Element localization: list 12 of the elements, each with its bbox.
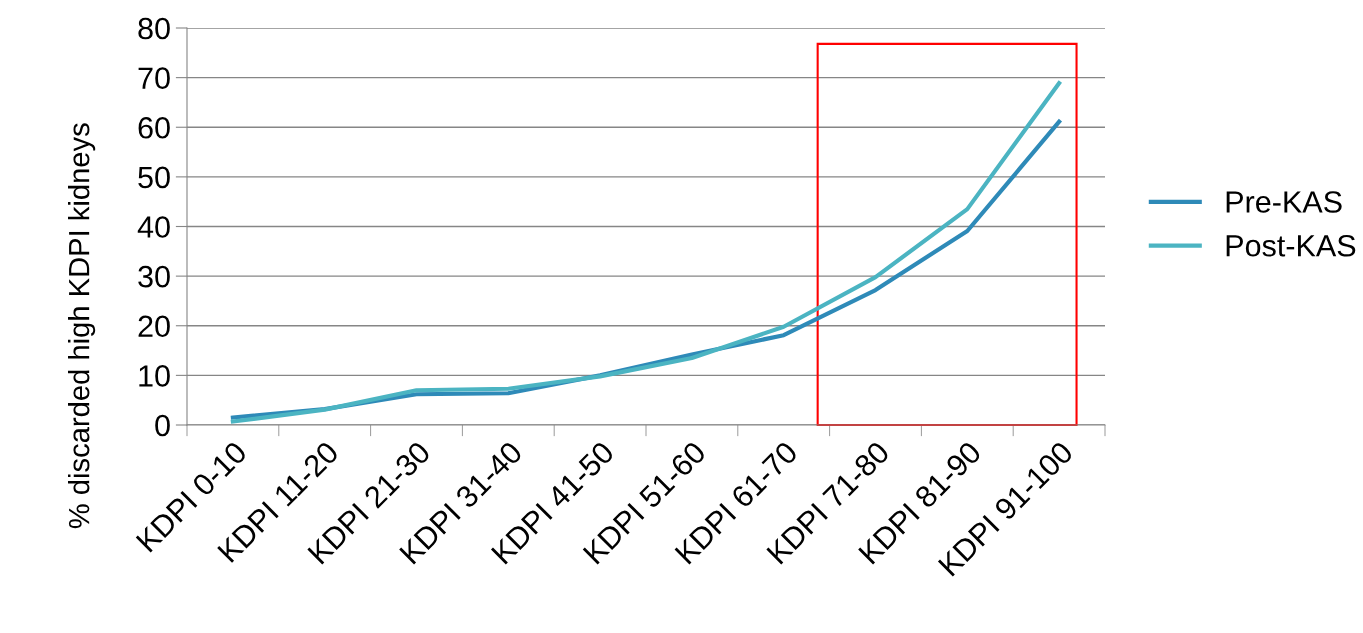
y-tick-label: 30 [138, 265, 170, 288]
legend-label: Post-KAS [1226, 234, 1356, 257]
y-tick-label: 20 [138, 315, 170, 338]
legend-label: Pre-KAS [1226, 191, 1342, 213]
y-axis-title: % discarded high KDPI kidneys [68, 123, 96, 529]
y-tick-label: 70 [138, 67, 170, 89]
y-tick-label: 40 [137, 216, 170, 238]
y-tick-label: 80 [138, 17, 170, 40]
y-tick-label: 10 [139, 365, 170, 387]
y-tick-label: 50 [138, 166, 170, 189]
y-tick-label: 60 [138, 116, 170, 139]
y-tick-label: 0 [155, 414, 170, 437]
